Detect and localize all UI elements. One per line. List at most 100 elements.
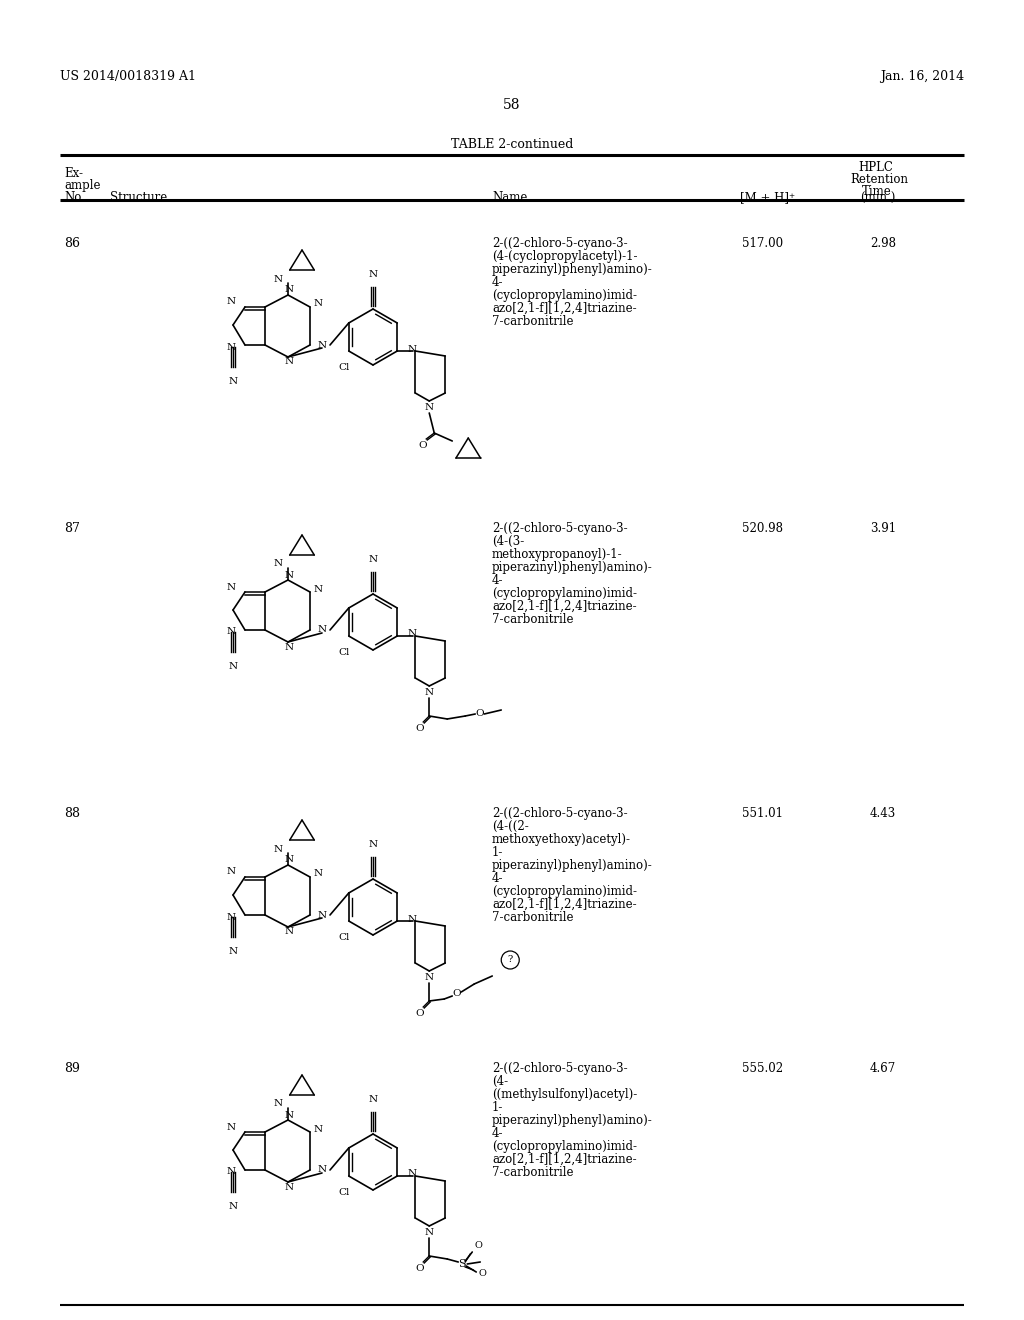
Text: N: N (313, 585, 323, 594)
Text: N: N (226, 627, 236, 636)
Text: Structure: Structure (110, 191, 167, 205)
Text: 4-: 4- (492, 276, 504, 289)
Text: N: N (285, 855, 294, 865)
Text: piperazinyl)phenyl)amino)-: piperazinyl)phenyl)amino)- (492, 859, 652, 873)
Text: (4-: (4- (492, 1074, 508, 1088)
Text: N: N (226, 1122, 236, 1131)
Text: azo[2,1-f][1,2,4]triazine-: azo[2,1-f][1,2,4]triazine- (492, 601, 637, 612)
Text: azo[2,1-f][1,2,4]triazine-: azo[2,1-f][1,2,4]triazine- (492, 302, 637, 315)
Text: TABLE 2-continued: TABLE 2-continued (451, 139, 573, 150)
Text: (4-(3-: (4-(3- (492, 535, 524, 548)
Text: 2-((2-chloro-5-cyano-3-: 2-((2-chloro-5-cyano-3- (492, 521, 628, 535)
Text: US 2014/0018319 A1: US 2014/0018319 A1 (60, 70, 196, 83)
Text: 88: 88 (63, 807, 80, 820)
Text: O: O (415, 1265, 424, 1272)
Text: Cl: Cl (338, 1188, 349, 1197)
Text: O: O (418, 441, 427, 450)
Text: N: N (226, 342, 236, 351)
Text: N: N (228, 1203, 238, 1210)
Text: 2-((2-chloro-5-cyano-3-: 2-((2-chloro-5-cyano-3- (492, 807, 628, 820)
Text: Ex-: Ex- (63, 168, 83, 180)
Text: N: N (228, 663, 238, 671)
Text: (4-((2-: (4-((2- (492, 820, 528, 833)
Text: N: N (228, 946, 238, 956)
Text: N: N (317, 626, 327, 635)
Text: (cyclopropylamino)imid-: (cyclopropylamino)imid- (492, 289, 637, 302)
Text: methoxyethoxy)acetyl)-: methoxyethoxy)acetyl)- (492, 833, 631, 846)
Text: N: N (408, 630, 417, 639)
Text: 2-((2-chloro-5-cyano-3-: 2-((2-chloro-5-cyano-3- (492, 1063, 628, 1074)
Text: [M + H]⁺: [M + H]⁺ (740, 191, 795, 205)
Text: 520.98: 520.98 (742, 521, 783, 535)
Text: S: S (459, 1259, 466, 1269)
Text: 1-: 1- (492, 846, 504, 859)
Text: azo[2,1-f][1,2,4]triazine-: azo[2,1-f][1,2,4]triazine- (492, 1152, 637, 1166)
Text: O: O (415, 1008, 424, 1018)
Text: methoxypropanoyl)-1-: methoxypropanoyl)-1- (492, 548, 623, 561)
Text: N: N (285, 1183, 294, 1192)
Text: Cl: Cl (338, 363, 349, 372)
Text: N: N (313, 300, 323, 309)
Text: N: N (408, 345, 417, 354)
Text: (min.): (min.) (860, 191, 895, 205)
Text: N: N (313, 1125, 323, 1134)
Text: N: N (425, 973, 434, 982)
Text: N: N (313, 870, 323, 879)
Text: 517.00: 517.00 (742, 238, 783, 249)
Text: 58: 58 (503, 98, 521, 112)
Text: O: O (415, 723, 424, 733)
Text: 7-carbonitrile: 7-carbonitrile (492, 1166, 573, 1179)
Text: 4-: 4- (492, 873, 504, 884)
Text: N: N (285, 1110, 294, 1119)
Text: 1-: 1- (492, 1101, 504, 1114)
Text: N: N (226, 867, 236, 876)
Text: 89: 89 (63, 1063, 80, 1074)
Text: N: N (226, 1167, 236, 1176)
Text: N: N (226, 912, 236, 921)
Text: ?: ? (508, 956, 513, 965)
Text: 3.91: 3.91 (870, 521, 896, 535)
Text: 4.67: 4.67 (870, 1063, 896, 1074)
Text: N: N (226, 297, 236, 306)
Text: 551.01: 551.01 (742, 807, 783, 820)
Text: 2.98: 2.98 (870, 238, 896, 249)
Text: N: N (369, 840, 378, 849)
Text: N: N (273, 275, 283, 284)
Text: 555.02: 555.02 (742, 1063, 783, 1074)
Text: Cl: Cl (338, 648, 349, 657)
Text: 86: 86 (63, 238, 80, 249)
Text: 2-((2-chloro-5-cyano-3-: 2-((2-chloro-5-cyano-3- (492, 238, 628, 249)
Text: 87: 87 (63, 521, 80, 535)
Text: azo[2,1-f][1,2,4]triazine-: azo[2,1-f][1,2,4]triazine- (492, 898, 637, 911)
Text: N: N (425, 688, 434, 697)
Text: 7-carbonitrile: 7-carbonitrile (492, 315, 573, 327)
Text: Cl: Cl (338, 933, 349, 942)
Text: O: O (478, 1270, 486, 1279)
Text: 7-carbonitrile: 7-carbonitrile (492, 911, 573, 924)
Text: N: N (285, 285, 294, 294)
Text: N: N (285, 928, 294, 936)
Text: N: N (317, 341, 327, 350)
Text: 4-: 4- (492, 1127, 504, 1140)
Text: N: N (408, 915, 417, 924)
Text: N: N (317, 1166, 327, 1175)
Text: O: O (475, 710, 483, 718)
Text: N: N (317, 911, 327, 920)
Text: N: N (273, 845, 283, 854)
Text: 4.43: 4.43 (870, 807, 896, 820)
Text: N: N (285, 358, 294, 367)
Text: (cyclopropylamino)imid-: (cyclopropylamino)imid- (492, 587, 637, 601)
Text: O: O (474, 1242, 482, 1250)
Text: N: N (226, 582, 236, 591)
Text: Jan. 16, 2014: Jan. 16, 2014 (880, 70, 964, 83)
Text: N: N (228, 378, 238, 385)
Text: HPLC: HPLC (858, 161, 893, 174)
Text: piperazinyl)phenyl)amino)-: piperazinyl)phenyl)amino)- (492, 263, 652, 276)
Text: (4-(cyclopropylacetyl)-1-: (4-(cyclopropylacetyl)-1- (492, 249, 638, 263)
Text: 4-: 4- (492, 574, 504, 587)
Text: N: N (273, 560, 283, 569)
Text: ((methylsulfonyl)acetyl)-: ((methylsulfonyl)acetyl)- (492, 1088, 637, 1101)
Text: O: O (452, 990, 461, 998)
Text: N: N (425, 403, 434, 412)
Text: N: N (285, 570, 294, 579)
